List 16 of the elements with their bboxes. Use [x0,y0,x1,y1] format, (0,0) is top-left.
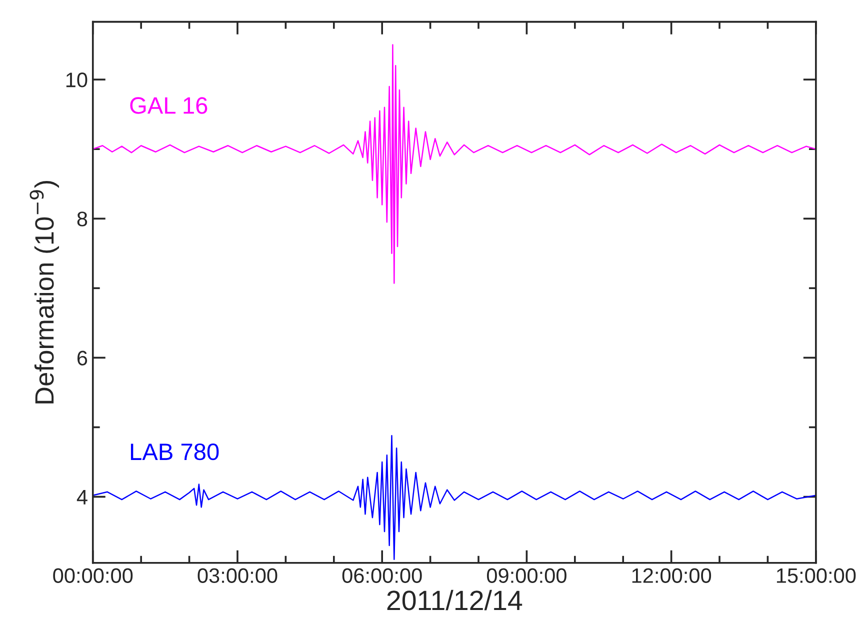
y-tick-label: 10 [66,72,88,88]
x-tick-label: 03:00:00 [198,568,278,584]
y-axis-title: Deformation (10$^{−9}$) [30,180,60,404]
x-tick-label: 00:00:00 [53,568,133,584]
y-tick-label: 8 [77,212,88,226]
x-tick-label: 09:00:00 [486,568,566,584]
x-tick-label: 15:00:00 [776,568,856,584]
x-tick-label: 12:00:00 [632,568,712,584]
x-tick-label: 06:00:00 [342,568,422,584]
line-series [92,434,816,560]
y-tick-label: 6 [77,350,88,366]
series-label: LAB 780 [130,443,219,460]
y-tick-label: 4 [76,490,88,504]
line-series [92,44,816,284]
x-axis-title: 2011/12/14 [387,590,522,610]
series-label: GAL 16 [130,97,208,114]
